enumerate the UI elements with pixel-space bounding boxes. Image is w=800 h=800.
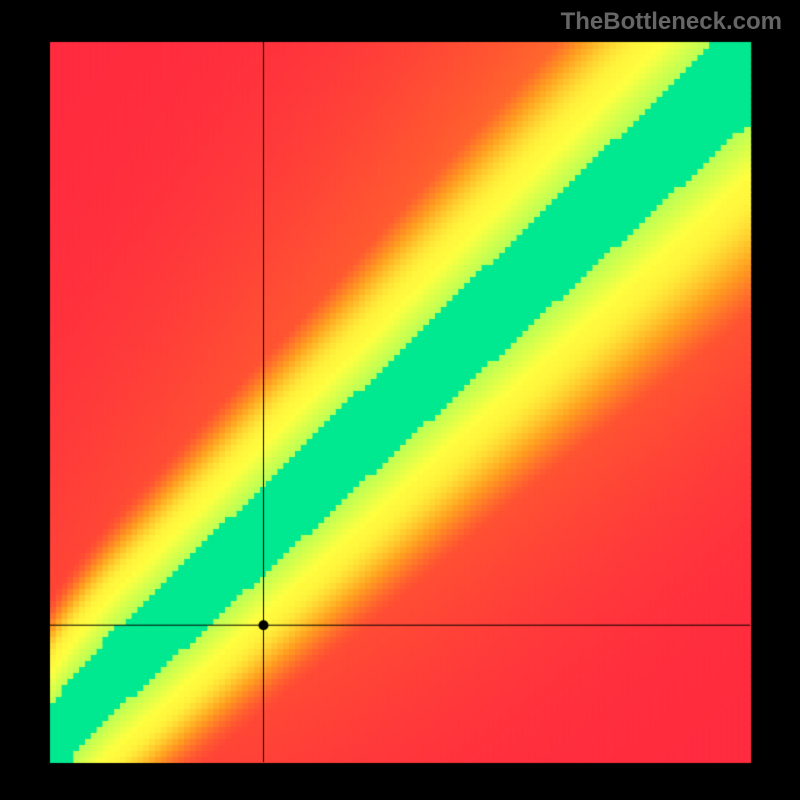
page-root: TheBottleneck.com bbox=[0, 0, 800, 800]
bottleneck-heatmap bbox=[0, 0, 800, 800]
watermark-text: TheBottleneck.com bbox=[561, 8, 782, 36]
